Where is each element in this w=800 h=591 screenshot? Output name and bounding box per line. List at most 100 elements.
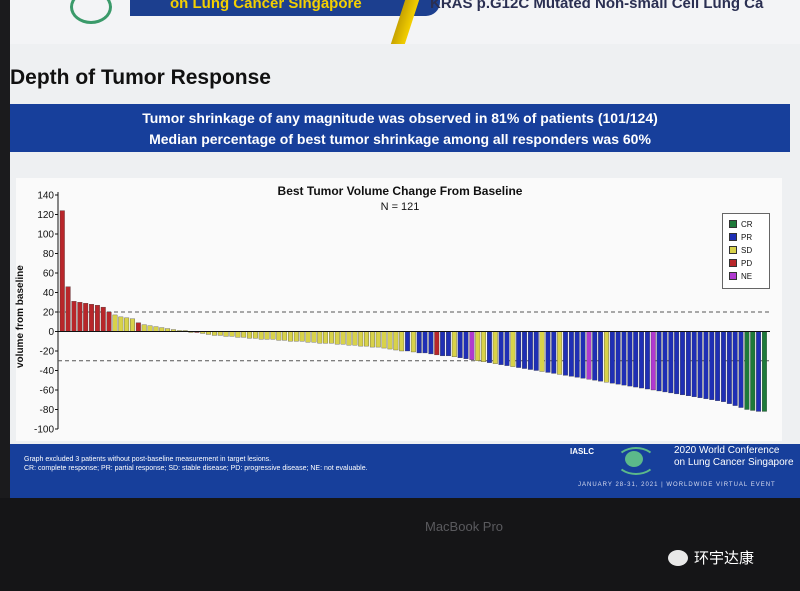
y-tick-label: -80: [40, 405, 55, 416]
waterfall-bar: [346, 331, 352, 346]
waterfall-bar: [270, 331, 276, 340]
waterfall-bar: [147, 325, 153, 332]
waterfall-bar: [352, 331, 358, 346]
conference-name-line-1: 2020 World Conference: [674, 445, 780, 456]
waterfall-bar: [446, 331, 451, 357]
waterfall-bar: [615, 331, 621, 385]
waterfall-bar: [399, 331, 405, 352]
waterfall-bar: [276, 331, 282, 341]
waterfall-bar: [674, 331, 680, 395]
waterfall-bar: [159, 327, 165, 332]
waterfall-bar: [410, 331, 416, 353]
waterfall-bar: [539, 331, 545, 372]
legend-swatch-sd: [729, 246, 737, 254]
waterfall-chart: -100 -80 -60 -40 -20 0 20 40 60 80 100 120 140: [34, 191, 770, 436]
iaslc-logo: IASLC: [570, 447, 594, 456]
header-right-title: KRAS p.G12C Mutated Non-small Cell Lung …: [430, 0, 764, 12]
waterfall-bar: [264, 331, 270, 340]
wechat-watermark: 环宇达康: [668, 547, 754, 569]
presentation-screen: on Lung Cancer Singapore KRAS p.G12C Mut…: [10, 0, 800, 498]
waterfall-bar: [627, 331, 633, 387]
waterfall-bar: [481, 331, 487, 362]
y-tick-label: 0: [48, 327, 54, 338]
waterfall-bar: [557, 331, 563, 375]
y-tick-label: -60: [40, 386, 55, 397]
waterfall-bar: [639, 331, 644, 389]
waterfall-bar: [387, 331, 393, 350]
waterfall-bar: [551, 331, 557, 374]
legend-label-cr: CR: [741, 220, 753, 229]
waterfall-bar: [533, 331, 539, 371]
waterfall-bar: [609, 331, 615, 384]
waterfall-bar: [463, 331, 469, 359]
waterfall-bar: [130, 318, 135, 332]
waterfall-bar: [323, 331, 329, 344]
watermark-text: 环宇达康: [694, 550, 755, 567]
waterfall-bar: [94, 305, 100, 332]
legend-label-sd: SD: [741, 246, 753, 255]
y-tick-label: -20: [40, 347, 55, 358]
waterfall-bar: [71, 301, 77, 332]
y-tick-label: 20: [43, 308, 55, 319]
waterfall-bar: [153, 326, 159, 332]
legend-label-pr: PR: [741, 233, 753, 242]
waterfall-bar: [375, 331, 381, 348]
legend-swatch-cr: [729, 220, 737, 228]
waterfall-bar: [299, 331, 305, 342]
y-tick-label: 60: [43, 269, 55, 280]
waterfall-bar: [293, 331, 299, 342]
chart-subtitle: N = 121: [380, 201, 420, 213]
waterfall-bar: [662, 331, 668, 393]
waterfall-bar: [329, 331, 334, 344]
waterfall-bar: [422, 331, 428, 354]
legend-label-ne: NE: [741, 272, 753, 281]
legend-item-pr: PR: [729, 233, 752, 243]
waterfall-bar: [434, 331, 440, 356]
waterfall-bar: [732, 331, 738, 406]
device-brand-label: MacBook Pro: [425, 519, 504, 534]
waterfall-bar: [247, 331, 252, 339]
y-tick-label: 40: [43, 288, 55, 299]
legend-item-ne: NE: [729, 272, 752, 282]
waterfall-bar: [83, 303, 89, 332]
waterfall-bar: [726, 331, 732, 404]
slide-title: Depth of Tumor Response: [10, 66, 271, 89]
legend-label-pd: PD: [741, 259, 753, 268]
waterfall-bar: [288, 331, 293, 342]
waterfall-bar: [668, 331, 674, 394]
waterfall-bar: [621, 331, 627, 386]
waterfall-bar: [217, 331, 223, 336]
waterfall-bar: [469, 331, 475, 360]
waterfall-bar: [756, 331, 762, 412]
conference-logo-icon: [70, 0, 112, 24]
banner-line-1: Tumor shrinkage of any magnitude was obs…: [142, 110, 658, 126]
legend-item-cr: CR: [729, 220, 753, 230]
y-tick-label: 100: [37, 230, 54, 241]
waterfall-bar: [563, 331, 568, 376]
waterfall-bar: [258, 331, 264, 340]
summary-banner: Tumor shrinkage of any magnitude was obs…: [10, 104, 790, 152]
slide-footer: [10, 444, 800, 498]
chart-legend: CR PR SD PD NE: [722, 213, 770, 289]
waterfall-bar: [510, 331, 516, 367]
legend-swatch-ne: [729, 272, 737, 280]
waterfall-bar: [340, 331, 346, 345]
wclc-logo-core-icon: [625, 451, 643, 467]
waterfall-bar: [685, 331, 691, 396]
waterfall-bar: [633, 331, 639, 388]
waterfall-bar: [118, 316, 124, 332]
waterfall-bar: [516, 331, 522, 368]
waterfall-bar: [527, 331, 533, 370]
waterfall-bar: [598, 331, 604, 382]
banner-line-2: Median percentage of best tumor shrinkag…: [149, 131, 651, 147]
waterfall-bar: [135, 322, 141, 332]
waterfall-bar: [586, 331, 592, 380]
waterfall-bar: [656, 331, 662, 392]
waterfall-bar: [592, 331, 598, 381]
waterfall-bar: [334, 331, 340, 345]
waterfall-bar: [416, 331, 422, 354]
waterfall-bar: [721, 331, 726, 402]
waterfall-bar: [282, 331, 288, 341]
waterfall-bar: [504, 331, 510, 366]
waterfall-bar: [317, 331, 323, 344]
